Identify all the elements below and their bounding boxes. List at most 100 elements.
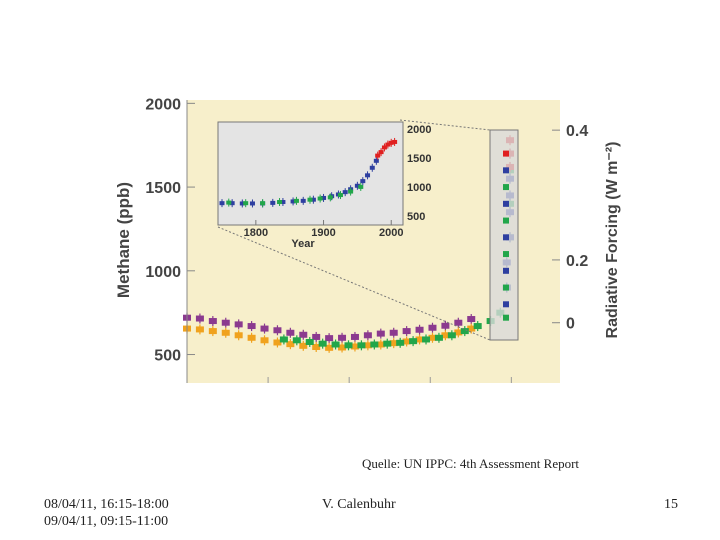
zoom-data-point [503, 314, 509, 321]
inset-x-axis-label: Year [291, 238, 315, 250]
green-data-point [292, 337, 301, 344]
green-data-point [331, 341, 340, 348]
methane-chart: 2000 1500 1000 500 0.4 0.2 0 Methane (ppb) Ra… [114, 96, 621, 383]
inset-connector-bottom [217, 226, 491, 341]
y-tick-label: 2000 [145, 96, 181, 113]
footer-date-line-2: 09/04/11, 09:15-11:00 [44, 514, 169, 529]
inset-red-data-point [392, 139, 398, 144]
purple-data-point [415, 326, 424, 333]
source-caption: Quelle: UN IPPC: 4th Assessment Report [362, 456, 580, 471]
green-data-point [409, 338, 418, 345]
orange-data-point [325, 344, 334, 351]
inset-blue-data-point [249, 201, 255, 206]
orange-data-point [312, 343, 321, 350]
inset-green-data-point [337, 193, 343, 198]
green-data-point [370, 341, 379, 348]
purple-data-point [208, 318, 217, 325]
orange-data-point [286, 341, 295, 348]
inset-red-data-point [378, 150, 384, 155]
purple-data-point [338, 334, 347, 341]
orange-data-point [376, 341, 385, 348]
inset-red-data-point [381, 145, 387, 150]
orange-data-point [363, 342, 372, 349]
main-y-tick-labels: 2000 1500 1000 500 [145, 96, 181, 364]
inset-blue-data-point [360, 179, 366, 184]
footer-date-line-1: 08/04/11, 16:15-18:00 [44, 497, 169, 512]
green-data-point [460, 328, 469, 335]
zoom-data-point [503, 301, 509, 308]
zoom-data-point [503, 217, 509, 224]
inset-green-data-point [226, 200, 232, 205]
purple-data-point [454, 319, 463, 326]
purple-data-point [286, 329, 295, 336]
inset-red-data-point [375, 153, 381, 158]
inset-blue-data-point [239, 201, 245, 206]
inset-green-data-point [327, 195, 333, 200]
orange-data-point [338, 344, 347, 351]
inset-y-tick-label: 1000 [407, 182, 431, 194]
purple-data-point [273, 327, 282, 334]
green-data-point [422, 336, 431, 343]
inset-x-tick-labels: 1800 1900 2000 [244, 220, 403, 239]
green-data-point [473, 323, 482, 330]
orange-data-point [441, 332, 450, 339]
purple-data-point [441, 322, 450, 329]
orange-data-point [273, 339, 282, 346]
purple-data-point [376, 330, 385, 337]
orange-data-point [247, 334, 256, 341]
inset-x-tick-label: 2000 [379, 227, 403, 239]
orange-data-point [221, 329, 230, 336]
orange-data-point [454, 329, 463, 336]
inset-blue-data-point [219, 201, 225, 206]
orange-data-point [208, 328, 217, 335]
inset-blue-data-point [229, 201, 235, 206]
orange-data-point [389, 340, 398, 347]
y-axis-label: Methane (ppb) [114, 182, 133, 298]
inset-y-tick-label: 1500 [407, 153, 431, 165]
inset-green-data-point [358, 184, 364, 189]
purple-data-point [260, 325, 269, 332]
inset-blue-data-point [369, 165, 375, 170]
inset-red-data-point [388, 140, 394, 145]
inset-blue-data-point [270, 200, 276, 205]
y-tick-label: 1000 [145, 264, 181, 281]
purple-data-point [234, 321, 243, 328]
inset-blue-data-point [290, 199, 296, 204]
purple-data-point [325, 335, 334, 342]
orange-data-point [428, 334, 437, 341]
inset-blue-data-point [373, 158, 379, 163]
orange-data-point [195, 326, 204, 333]
zoom-data-point [503, 200, 509, 207]
forcing-tick-label: 0.4 [566, 123, 588, 140]
inset-chart-background [217, 121, 404, 226]
orange-data-point [234, 332, 243, 339]
zoom-data-point [503, 167, 509, 174]
right-axis-label: Radiative Forcing (W m⁻²) [604, 142, 621, 339]
forcing-tick-labels: 0.4 0.2 0 [566, 123, 588, 333]
page-number: 15 [664, 497, 678, 512]
purple-data-point [312, 333, 321, 340]
zoom-data-point [503, 234, 509, 241]
inset-connector-top [399, 119, 491, 131]
purple-data-point [467, 316, 476, 323]
purple-data-point [350, 333, 359, 340]
zoom-data-point [503, 284, 509, 291]
inset-x-tick-label: 1900 [311, 227, 335, 239]
orange-data-point [350, 343, 359, 350]
zoom-data-point [503, 251, 509, 258]
zoom-data-point [503, 267, 509, 274]
green-data-point [447, 332, 456, 339]
green-data-point [344, 342, 353, 349]
inset-green-data-point [260, 201, 266, 206]
inset-y-tick-labels: 2000 1500 1000 500 [407, 124, 431, 223]
zoom-region-points [503, 150, 509, 321]
green-data-point [357, 342, 366, 349]
purple-data-point [247, 323, 256, 330]
inset-blue-data-point [310, 197, 316, 202]
y-tick-label: 500 [154, 348, 181, 365]
green-data-point [305, 338, 314, 345]
green-data-point [383, 340, 392, 347]
purple-data-point [389, 329, 398, 336]
inset-y-tick-label: 2000 [407, 124, 431, 136]
purple-data-point [195, 315, 204, 322]
